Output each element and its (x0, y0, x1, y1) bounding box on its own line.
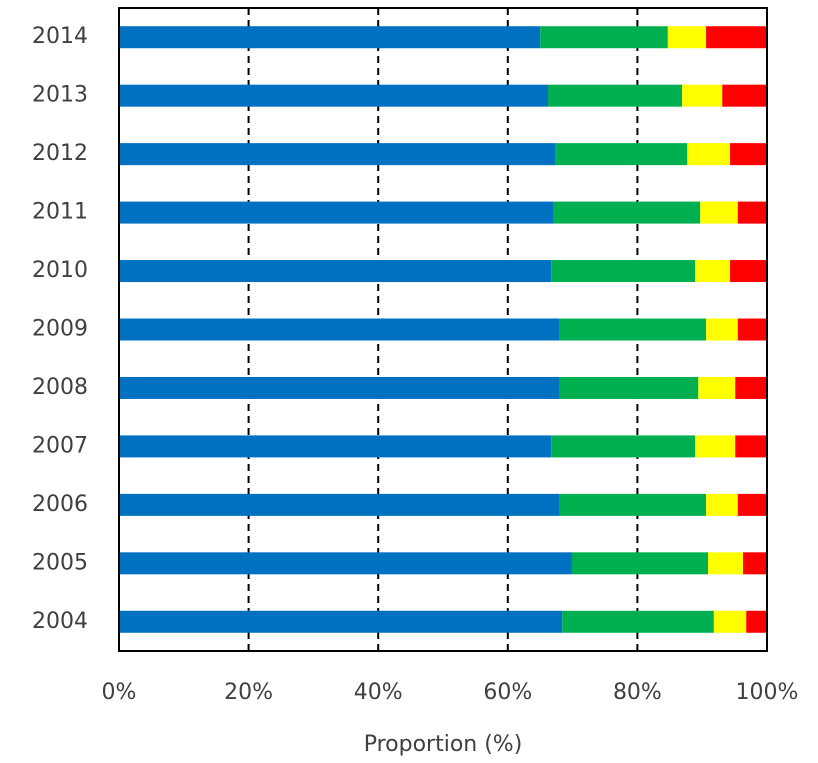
bar-segment (667, 26, 707, 49)
x-axis-label: Proportion (%) (364, 732, 523, 757)
bar-segment (553, 201, 701, 224)
bar-segment (558, 318, 707, 341)
x-tick-label: 60% (483, 680, 532, 705)
bar-segment (119, 201, 554, 224)
bar-segment (547, 84, 683, 107)
y-tick-label: 2012 (32, 141, 88, 166)
bar-segment (700, 201, 738, 224)
bar-segment (540, 26, 668, 49)
x-tick-label: 100% (736, 680, 799, 705)
y-tick-label: 2007 (32, 433, 88, 458)
bar-segment (562, 610, 714, 633)
bar-segment (708, 552, 744, 575)
bar-segment (706, 318, 738, 341)
bar-segment (706, 26, 767, 49)
bar-segment (571, 552, 709, 575)
y-tick-label: 2009 (32, 317, 88, 342)
y-tick-label: 2011 (32, 200, 88, 225)
bar-segment (119, 552, 572, 575)
x-tick-label: 20% (224, 680, 273, 705)
bar-segment (119, 260, 552, 283)
bar-segment (119, 84, 548, 107)
bar-segment (551, 260, 696, 283)
y-tick-label: 2005 (32, 550, 88, 575)
bar-segment (551, 435, 696, 458)
bar-segment (119, 318, 559, 341)
bar-segment (119, 435, 552, 458)
x-tick-label: 0% (102, 680, 137, 705)
bar-segment (730, 260, 767, 283)
y-tick-label: 2014 (32, 24, 88, 49)
y-tick-label: 2013 (32, 83, 88, 108)
bar-segment (698, 376, 736, 399)
bar-segment (713, 610, 747, 633)
bar-segment (722, 84, 767, 107)
bar-segment (735, 435, 767, 458)
bar-segment (558, 376, 699, 399)
bar-segment (558, 493, 707, 516)
bar-segment (735, 376, 767, 399)
x-tick-label: 80% (613, 680, 662, 705)
bar-segment (687, 143, 731, 166)
bar-segment (119, 143, 556, 166)
y-tick-label: 2004 (32, 609, 88, 634)
bar-segment (695, 435, 736, 458)
bar-segment (119, 26, 541, 49)
bar-segment (737, 318, 767, 341)
bar-segment (743, 552, 767, 575)
bar-segment (119, 610, 563, 633)
bar-segment (706, 493, 738, 516)
y-tick-label: 2010 (32, 258, 88, 283)
plot-frame (118, 7, 768, 652)
bar-segment (737, 201, 767, 224)
bar-segment (737, 493, 767, 516)
y-tick-label: 2008 (32, 375, 88, 400)
bar-segment (119, 493, 559, 516)
bar-segment (730, 143, 767, 166)
bar-segment (119, 376, 559, 399)
bar-segment (682, 84, 723, 107)
bar-segment (695, 260, 731, 283)
x-tick-label: 40% (354, 680, 403, 705)
bar-segment (746, 610, 767, 633)
bar-segment (555, 143, 688, 166)
y-tick-label: 2006 (32, 492, 88, 517)
